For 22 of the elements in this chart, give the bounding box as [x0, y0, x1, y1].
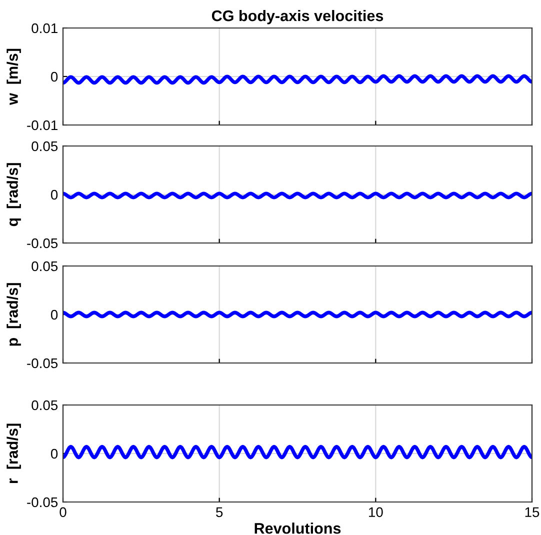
y-tick-label: -0.05 [27, 358, 58, 368]
x-tick-label: 10 [369, 507, 383, 518]
y-axis-title: w [m/s] [6, 48, 21, 105]
y-tick-label: 0 [50, 448, 58, 459]
y-tick-label: -0.05 [27, 238, 58, 248]
x-tick-label: 5 [216, 507, 223, 518]
x-axis-title: Revolutions [254, 522, 341, 534]
y-tick-label: 0.05 [32, 141, 58, 152]
y-tick-label: 0 [50, 190, 58, 200]
chart-title: CG body-axis velocities [212, 10, 384, 24]
y-tick-label: -0.01 [27, 120, 58, 130]
y-tick-label: 0 [50, 72, 58, 82]
x-tick-label: 0 [60, 507, 66, 518]
y-axis-title: q [rad/s] [6, 163, 21, 226]
y-axis-title: p [rad/s] [6, 283, 21, 346]
y-axis-title: r [rad/s] [6, 424, 21, 484]
y-tick-label: 0 [50, 310, 58, 320]
y-tick-label: 0.05 [32, 400, 58, 410]
y-tick-label: -0.05 [27, 497, 58, 508]
y-tick-label: 0.05 [32, 261, 58, 272]
y-tick-label: 0.01 [32, 23, 58, 34]
x-tick-label: 15 [525, 507, 540, 518]
